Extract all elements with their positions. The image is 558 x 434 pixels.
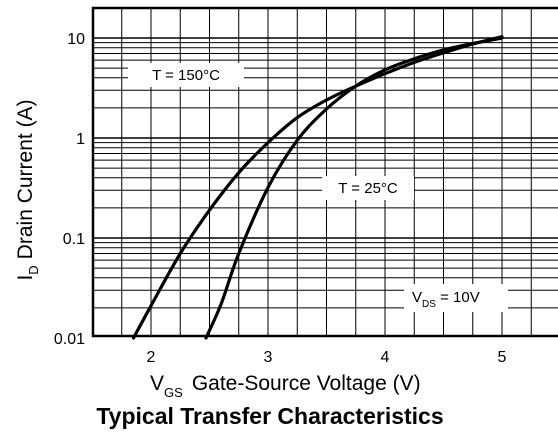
y-axis-label-main: I	[14, 275, 37, 281]
annotation-t150: T = 150°C	[152, 67, 220, 84]
grid-lines	[93, 8, 558, 336]
series-lines	[131, 35, 504, 340]
annotation-t150-background	[128, 63, 244, 87]
x-tick-label: 5	[498, 349, 507, 366]
annotation-vds-background	[404, 284, 508, 312]
series-line-t25	[204, 36, 504, 340]
x-tick-label: 4	[381, 349, 390, 366]
y-axis-label-text: Drain Current (A)	[14, 99, 37, 259]
x-tick-label: 3	[264, 349, 273, 366]
annotation-backgrounds	[128, 63, 508, 312]
x-axis-label: VGS Gate-Source Voltage (V)	[150, 372, 421, 400]
annotation-vds-main: V	[412, 289, 422, 306]
plot-frame	[91, 6, 558, 338]
x-axis-label-text: Gate-Source Voltage (V)	[192, 372, 421, 395]
x-axis-label-sub: GS	[164, 385, 183, 400]
y-axis-label: ID Drain Current (A)	[14, 99, 41, 280]
y-tick-label: 1	[76, 131, 85, 148]
y-tick-label: 0.1	[63, 231, 85, 248]
x-tick-label: 2	[147, 349, 156, 366]
x-axis-label-main: V	[150, 372, 164, 395]
annotation-t25: T = 25°C	[338, 180, 398, 197]
annotation-t25-background	[322, 176, 414, 200]
y-tick-label: 0.01	[54, 331, 85, 348]
y-axis-label-sub: D	[26, 265, 41, 274]
annotation-vds-sub: DS	[422, 299, 436, 310]
chart-title: Typical Transfer Characteristics	[96, 403, 443, 429]
series-line-t150	[131, 35, 504, 340]
annotation-vds-text: = 10V	[436, 289, 480, 306]
annotation-vds: VDS = 10V	[412, 289, 480, 310]
tick-labels: 2 3 4 5 0.01 0.1 1 10	[54, 31, 507, 366]
y-tick-label: 10	[67, 31, 85, 48]
